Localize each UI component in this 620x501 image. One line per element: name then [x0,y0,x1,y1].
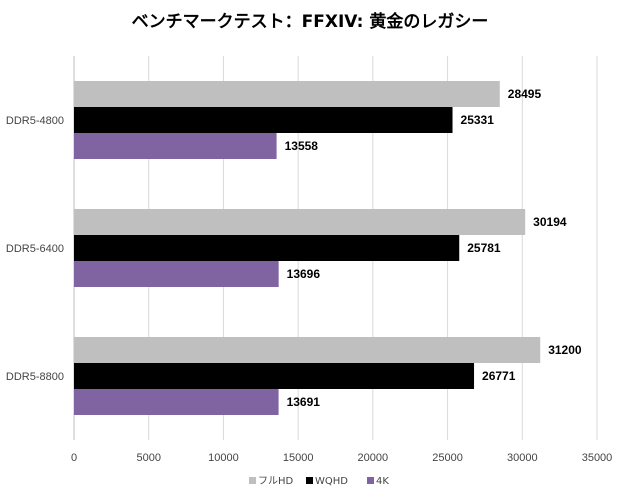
bar [74,337,541,363]
x-tick-label: 20000 [358,452,389,464]
legend-label: フルHD [258,476,294,487]
category-label: DDR5-4800 [6,115,64,127]
legend-label: 4K [376,476,389,487]
data-label: 28495 [508,87,542,101]
x-tick-label: 0 [71,452,77,464]
x-tick-label: 35000 [582,452,613,464]
x-tick-label: 25000 [432,452,463,464]
bar [74,209,526,235]
chart-title: ベンチマークテスト：FFXIV: 黄金のレガシー [132,11,489,32]
legend-swatch [367,477,374,484]
data-label: 13691 [287,395,321,409]
bars: 28495 25331 13558 30194 25781 13696 31200 26771… [74,81,582,415]
bar [74,389,279,415]
bar [74,363,475,389]
x-tick-label: 10000 [208,452,239,464]
category-label: DDR5-6400 [6,243,64,255]
legend-swatch [306,477,313,484]
data-label: 13696 [287,267,321,281]
data-label: 25781 [467,241,501,255]
legend-label: WQHD [315,476,348,487]
bar [74,81,500,107]
x-tick-label: 30000 [507,452,538,464]
bar [74,133,277,159]
bar [74,235,460,261]
x-axis-ticks: 0 5000 10000 15000 20000 25000 30000 35000 [71,452,612,464]
legend: フルHD WQHD 4K [249,476,389,487]
bar [74,107,453,133]
bar [74,261,279,287]
data-label: 30194 [533,215,567,229]
category-label: DDR5-8800 [6,371,64,383]
x-tick-label: 5000 [136,452,160,464]
legend-swatch [249,477,256,484]
data-label: 25331 [461,113,495,127]
data-label: 31200 [548,343,582,357]
data-label: 13558 [285,139,319,153]
data-label: 26771 [482,369,516,383]
x-tick-label: 15000 [283,452,314,464]
category-labels: DDR5-4800 DDR5-6400 DDR5-8800 [6,115,64,383]
